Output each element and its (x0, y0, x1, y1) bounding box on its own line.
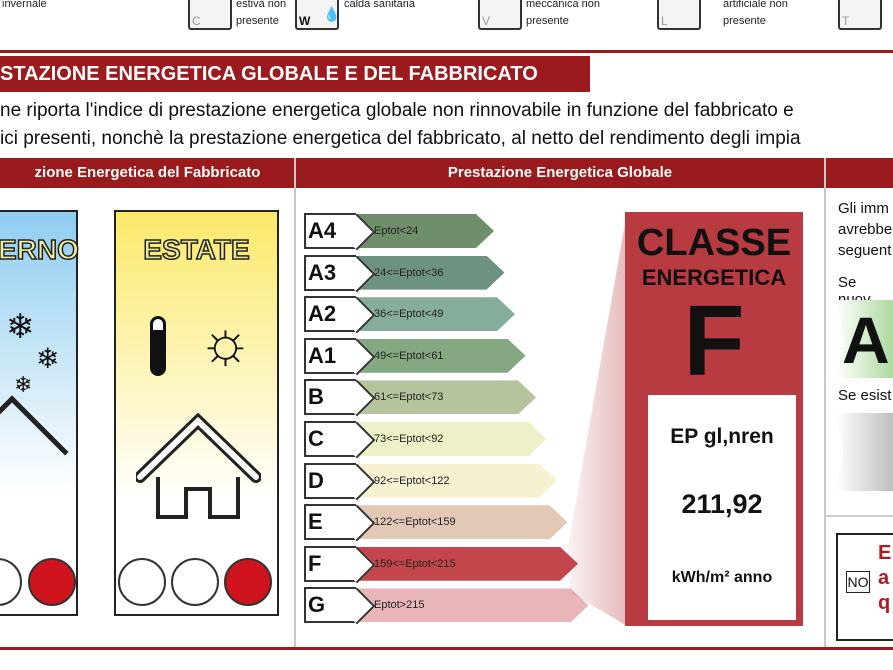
class-letter: A3 (304, 254, 356, 291)
column-header-band (0, 158, 893, 188)
class-range-arrow: 49<=Eptot<61 (356, 339, 526, 373)
ventilation-label: meccanica non presente (526, 0, 600, 27)
house-icon (0, 395, 69, 509)
divider (0, 50, 893, 53)
energy-class-value: F (683, 285, 745, 397)
class-letter: A1 (304, 337, 356, 374)
class-range-arrow: 24<=Eptot<36 (356, 256, 505, 290)
class-letter: B (304, 379, 356, 416)
happy-face-icon (118, 558, 166, 606)
header-fabbricato: zione Energetica del Fabbricato (34, 164, 261, 181)
class-letter: E (304, 504, 356, 541)
winter-panel: ERNO ❄ ❄ ❄ (0, 210, 80, 616)
lighting-label: artificiale non presente (723, 0, 788, 27)
class-range-arrow: 61<=Eptot<73 (356, 380, 536, 414)
class-range-arrow: 92<=Eptot<122 (356, 464, 557, 498)
winter-label: ERNO (0, 233, 80, 266)
bottom-border (0, 647, 893, 650)
snowflake-icon: ❄ (14, 372, 33, 397)
column-divider (294, 158, 296, 650)
class-range-arrow: 36<=Eptot<49 (356, 297, 515, 331)
sad-face-icon (28, 558, 76, 606)
new-class-arrow: A (836, 300, 893, 378)
neutral-face-icon (171, 558, 219, 606)
snowflake-icon: ❄ (36, 343, 60, 374)
ventilation-icon: V (478, 0, 522, 30)
transport-icon: T (838, 0, 882, 30)
reference-text: Gli imm avrebbe seguent (838, 200, 893, 259)
lighting-icon: L (657, 0, 701, 30)
summer-label: ESTATE (143, 233, 251, 266)
section-title: STAZIONE ENERGETICA GLOBALE E DEL FABBRI… (0, 56, 590, 92)
sun-icon: ☼ (198, 308, 253, 375)
column-divider (824, 158, 826, 650)
existing-building-label: Se esist (838, 387, 892, 404)
description-line-2: ici presenti, nonchè la prestazione ener… (0, 128, 801, 149)
existing-class-arrow (836, 413, 893, 491)
class-letter: D (304, 462, 356, 499)
class-range-arrow: 122<=Eptot<159 (356, 505, 568, 539)
ep-label: EP gl,nren (670, 425, 774, 448)
class-letter: F (304, 545, 356, 582)
class-letter: A2 (304, 296, 356, 333)
class-pointer (565, 212, 627, 626)
house-icon (136, 412, 261, 519)
snowflake-icon: ❄ (6, 308, 35, 346)
heating-label: invernale (2, 0, 47, 10)
class-range-arrow: 159<=Eptot<215 (356, 547, 578, 581)
divider (826, 515, 893, 517)
classe-label: CLASSE (636, 222, 792, 264)
class-letter: C (304, 421, 356, 457)
cooling-icon: C (188, 0, 232, 30)
hot-water-label: calda sanitaria (344, 0, 415, 10)
description-line-1: ne riporta l'indice di prestazione energ… (0, 100, 794, 121)
sad-face-icon (224, 558, 272, 606)
ep-value: 211,92 (681, 489, 763, 519)
class-range-arrow: Eptot<24 (356, 214, 494, 248)
class-range-arrow: Eptot>215 (356, 588, 589, 622)
class-range-arrow: 73<=Eptot<92 (356, 422, 547, 456)
ep-unit: kWh/m² anno (671, 569, 773, 586)
hot-water-icon: W 💧 (295, 0, 340, 30)
cooling-label: estiva non presente (236, 0, 287, 27)
class-letter: G (304, 587, 356, 624)
ep-box: EP gl,nren 211,92 kWh/m² anno (648, 395, 796, 620)
summer-panel: ESTATE ☼ (114, 210, 279, 616)
thermometer-icon (150, 316, 166, 376)
no-checkbox: NO (846, 571, 870, 593)
class-letter: A4 (304, 213, 356, 249)
energetica-label: ENERGETICA (641, 265, 787, 290)
header-globale: Prestazione Energetica Globale (447, 164, 673, 181)
